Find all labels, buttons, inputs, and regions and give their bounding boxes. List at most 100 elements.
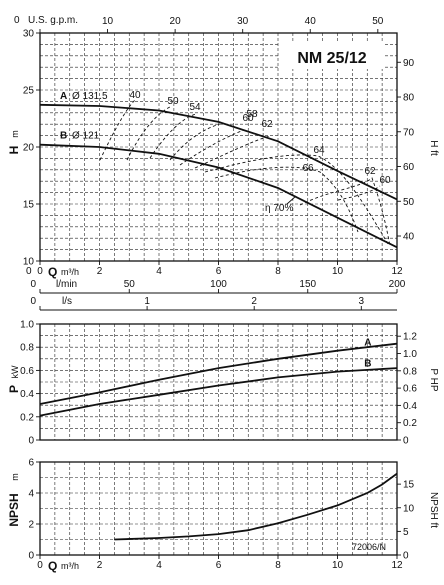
efficiency-label: 66 — [302, 163, 314, 174]
top-axis-tick-label: 10 — [102, 16, 114, 27]
head-panel: 10 15 20 25 30 40 50 60 70 80 90 0 U.S. g.p.m. 10 20 30… — [7, 15, 439, 268]
y-tick-label: 1.0 — [20, 320, 34, 331]
scale-q-zero: 0 — [26, 266, 32, 277]
npsh-panel: 0 2 4 6 0 5 10 15 0 2 4 6 8 10 12 Q m³/h NPSH m NPSH ft 7200… — [7, 458, 439, 574]
model-box — [280, 43, 384, 69]
power-curve-a — [39, 342, 398, 405]
top-axis-tick-label: 50 — [372, 16, 384, 27]
model-title: NM 25/12 — [297, 50, 366, 67]
y-tick-label: 2 — [28, 520, 34, 531]
head-ft-axis-title: H ft — [428, 140, 439, 156]
efficiency-curve — [299, 177, 391, 247]
efficiency-curve — [126, 105, 173, 161]
x-tick-label: 12 — [391, 560, 403, 571]
y-tick-label: 15 — [23, 200, 35, 211]
ls-axis-label: l/s — [62, 296, 72, 307]
efficiency-curve — [149, 113, 197, 159]
top-axis-zero: 0 — [14, 15, 20, 26]
y-tick-label: 0.8 — [20, 343, 34, 354]
efficiency-label: 58 — [246, 109, 258, 120]
ls-tick-label: 0 — [30, 296, 36, 307]
head-curve-label: A — [60, 91, 67, 102]
y2-tick-label: 90 — [403, 58, 415, 69]
ls-tick-label: 1 — [144, 296, 150, 307]
x-tick-label: 8 — [275, 560, 281, 571]
y-tick-label: 10 — [23, 257, 35, 268]
top-axis-tick-label: 20 — [170, 16, 182, 27]
lpm-tick-label: 0 — [30, 279, 36, 290]
efficiency-label: 62 — [261, 119, 273, 130]
x-tick-label: 12 — [391, 266, 403, 277]
y-tick-label: 20 — [23, 143, 35, 154]
lpm-tick-label: 150 — [299, 279, 316, 290]
efficiency-curve — [179, 129, 245, 166]
power-hp-axis-title: P HP — [428, 368, 439, 391]
x-tick-label: 6 — [216, 560, 222, 571]
y2-tick-label: 0.4 — [403, 401, 417, 412]
plot-frame — [39, 323, 398, 441]
y-tick-label: 6 — [28, 458, 34, 469]
npsh-axis-title: NPSH — [7, 493, 21, 526]
y2-tick-label: 15 — [403, 480, 415, 491]
y-tick-label: 30 — [23, 29, 35, 40]
x-tick-label: 8 — [275, 266, 281, 277]
power-curve-label: B — [364, 359, 371, 370]
efficiency-label: 54 — [189, 102, 201, 113]
y2-tick-label: 60 — [403, 162, 415, 173]
head-axis-unit: m — [10, 130, 20, 138]
x-tick-label: 4 — [156, 266, 162, 277]
y-tick-label: 0.6 — [20, 366, 34, 377]
power-axis-unit: kW — [10, 365, 20, 379]
head-curve-diameter: Ø 121 — [72, 131, 100, 142]
efficiency-curve — [169, 123, 221, 161]
scale-q-unit: m³/h — [61, 267, 79, 277]
efficiency-label: 64 — [313, 145, 325, 156]
x-tick-label: 0 — [37, 560, 43, 571]
y-tick-label: 0.4 — [20, 389, 34, 400]
y2-tick-label: 0.6 — [403, 384, 417, 395]
efficiency-curve — [194, 135, 271, 169]
npsh-curve — [114, 472, 398, 541]
y2-tick-label: 10 — [403, 503, 415, 514]
x-tick-label: 10 — [332, 266, 344, 277]
y2-tick-label: 80 — [403, 93, 415, 104]
head-curve-b — [39, 143, 398, 249]
power-axis-title: P — [7, 385, 21, 393]
scale-q-title: Q — [48, 265, 57, 279]
efficiency-curve — [337, 185, 381, 201]
lpm-tick-label: 200 — [389, 279, 406, 290]
y-tick-label: 4 — [28, 489, 34, 500]
y2-tick-label: 0.2 — [403, 418, 417, 429]
lpm-tick-label: 50 — [124, 279, 136, 290]
head-axis-title: H — [7, 146, 21, 155]
y-tick-label: 0 — [28, 436, 34, 447]
y2-tick-label: 40 — [403, 232, 415, 243]
efficiency-curve — [99, 99, 136, 161]
efficiency-label: 50 — [167, 96, 179, 107]
y2-tick-label: 50 — [403, 197, 415, 208]
power-curve-b — [39, 367, 398, 417]
x-tick-label: 0 — [37, 266, 43, 277]
x-tick-label: 10 — [332, 560, 344, 571]
x-tick-label: 4 — [156, 560, 162, 571]
efficiency-curve — [204, 154, 389, 245]
efficiency-curve — [214, 166, 359, 233]
lpm-axis-label: l/min — [56, 279, 77, 290]
y2-tick-label: 0 — [403, 551, 409, 562]
top-axis-label: U.S. g.p.m. — [28, 15, 78, 26]
lpm-tick-label: 100 — [210, 279, 227, 290]
x-tick-label: 2 — [97, 560, 103, 571]
power-panel: 0 0.2 0.4 0.6 0.8 1.0 0 0.2 0.4 0.6 0.8 1.0 1.2 AB PkW… — [7, 320, 439, 447]
power-curve-label: A — [364, 338, 371, 349]
y2-tick-label: 0.8 — [403, 366, 417, 377]
npsh-q-unit: m³/h — [61, 561, 79, 571]
ls-tick-label: 2 — [251, 296, 257, 307]
y-tick-label: 25 — [23, 86, 35, 97]
npsh-q-title: Q — [48, 559, 57, 573]
efficiency-label: 40 — [129, 90, 141, 101]
y-tick-label: 0.2 — [20, 412, 34, 423]
y2-tick-label: 70 — [403, 127, 415, 138]
y2-tick-label: 5 — [403, 527, 409, 538]
